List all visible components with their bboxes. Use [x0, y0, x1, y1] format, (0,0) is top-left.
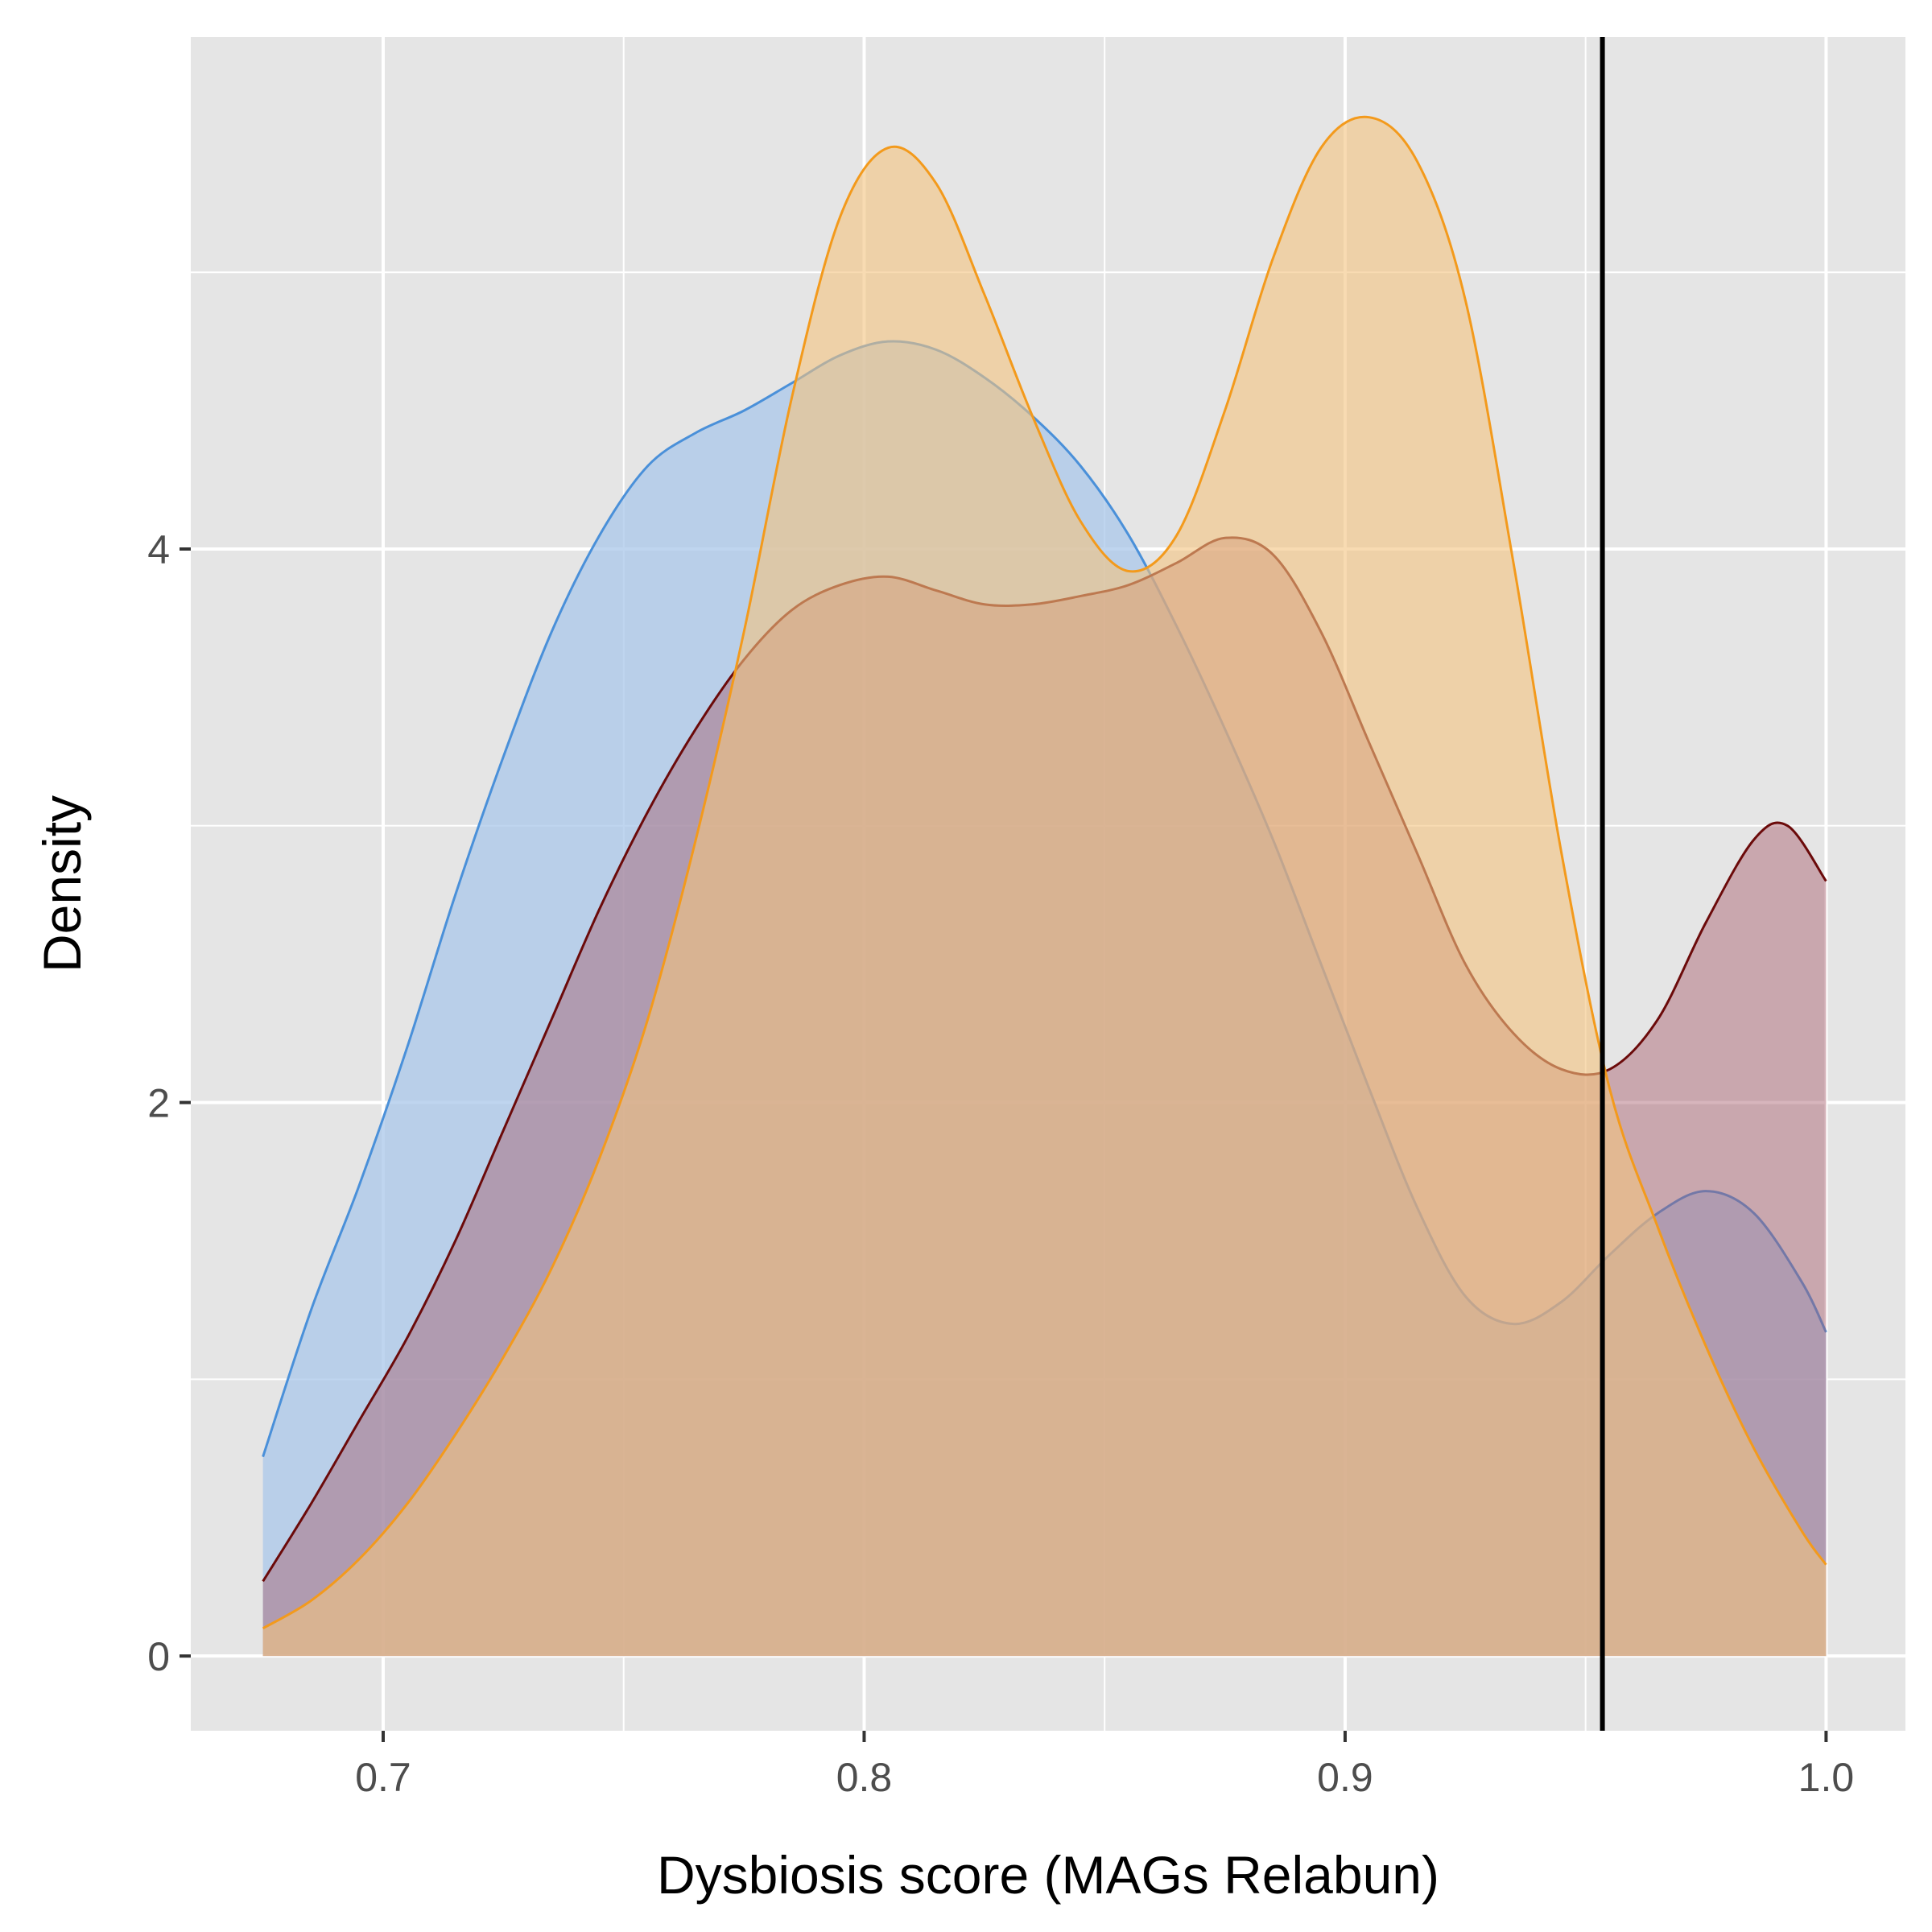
y-tick-label: 4 [147, 527, 170, 572]
density-area-3 [262, 117, 1827, 1657]
x-axis-tick-labels: 0.7 0.8 0.9 1.0 [355, 1755, 1854, 1800]
y-axis-title: Density [32, 795, 92, 972]
y-tick-label: 2 [147, 1081, 170, 1126]
axis-ticks [180, 547, 1828, 1742]
density-series-3 [262, 115, 1827, 1657]
density-line-3 [262, 115, 1827, 1630]
x-tick-label: 0.7 [355, 1755, 411, 1800]
density-series [262, 115, 1827, 1657]
y-tick-label: 0 [147, 1634, 170, 1679]
x-axis-title: Dysbiosis score (MAGs Relabun) [657, 1845, 1439, 1905]
x-tick-label: 0.8 [836, 1755, 893, 1800]
x-tick-label: 0.9 [1317, 1755, 1373, 1800]
y-axis-tick-labels: 0 2 4 [147, 527, 170, 1679]
x-tick-label: 1.0 [1798, 1755, 1855, 1800]
